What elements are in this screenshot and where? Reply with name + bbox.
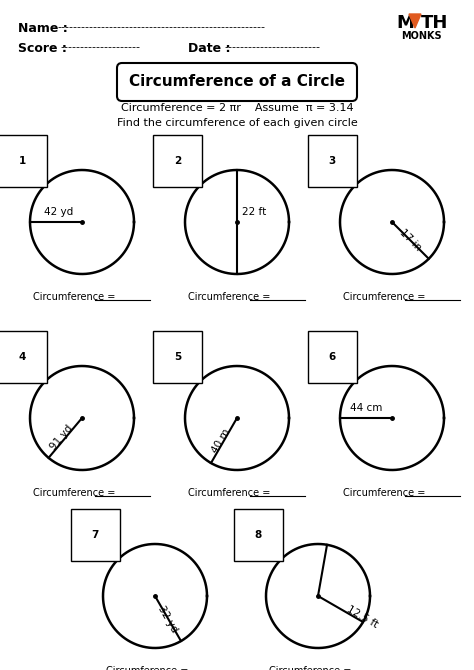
Text: Find the circumference of each given circle: Find the circumference of each given cir…	[117, 118, 357, 128]
Text: Circumference =: Circumference =	[188, 488, 273, 498]
Text: Circumference of a Circle: Circumference of a Circle	[129, 74, 345, 90]
Text: Circumference =: Circumference =	[343, 292, 428, 302]
Text: --------------------: --------------------	[60, 42, 140, 52]
Text: 1: 1	[19, 156, 26, 166]
Text: 4: 4	[18, 352, 26, 362]
Text: TH: TH	[421, 14, 448, 32]
Text: 17 in: 17 in	[398, 227, 423, 253]
Text: Score :: Score :	[18, 42, 71, 55]
Text: Circumference =: Circumference =	[188, 292, 273, 302]
Text: Circumference =: Circumference =	[269, 666, 355, 670]
Text: 32 yd: 32 yd	[155, 604, 179, 634]
FancyBboxPatch shape	[117, 63, 357, 101]
Polygon shape	[409, 14, 421, 28]
Text: 12.5 ft: 12.5 ft	[345, 604, 380, 630]
Text: 7: 7	[91, 530, 99, 540]
Text: MONKS: MONKS	[401, 31, 442, 41]
Text: 44 cm: 44 cm	[350, 403, 382, 413]
Text: 42 yd: 42 yd	[44, 207, 73, 217]
Text: 6: 6	[329, 352, 336, 362]
Text: 22 ft: 22 ft	[242, 207, 266, 217]
Text: 3: 3	[329, 156, 336, 166]
Text: ----------------------------------------------------: ----------------------------------------…	[57, 22, 265, 32]
Text: Date :: Date :	[188, 42, 235, 55]
Text: Circumference =: Circumference =	[33, 292, 118, 302]
Text: Circumference =: Circumference =	[343, 488, 428, 498]
Text: M: M	[396, 14, 414, 32]
Text: Name :: Name :	[18, 22, 72, 35]
Text: Circumference =: Circumference =	[33, 488, 118, 498]
Text: 2: 2	[174, 156, 181, 166]
Text: Circumference = 2 πr    Assume  π = 3.14: Circumference = 2 πr Assume π = 3.14	[121, 103, 353, 113]
Text: ------------------------: ------------------------	[224, 42, 320, 52]
Text: 8: 8	[255, 530, 262, 540]
Text: 5: 5	[174, 352, 181, 362]
Text: Circumference =: Circumference =	[106, 666, 191, 670]
Text: 40 m: 40 m	[210, 427, 232, 455]
Text: 91 yd: 91 yd	[48, 423, 75, 452]
